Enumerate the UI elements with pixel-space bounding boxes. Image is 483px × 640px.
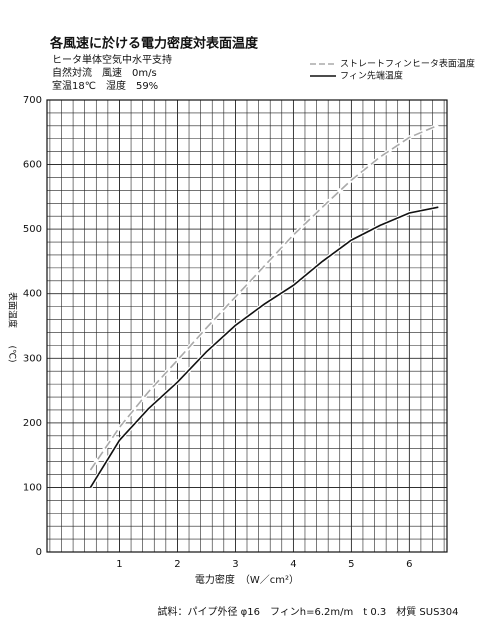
x-tick-label: 5 [348, 559, 354, 570]
note: 室温18℃ 湿度 59% [52, 79, 158, 92]
note: ヒータ単体空気中水平支持 [52, 53, 172, 66]
y-tick-label: 200 [23, 418, 42, 429]
line [89, 124, 439, 471]
y-axis-label: 表面温度 [7, 292, 19, 328]
note: 自然対流 風速 0m/s [52, 66, 157, 79]
x-tick-label: 3 [232, 559, 238, 570]
y-tick-label: 400 [23, 289, 42, 300]
x-tick-label: 2 [174, 559, 180, 570]
y-tick-label: 300 [23, 353, 42, 364]
x-tick-label: 4 [290, 559, 296, 570]
chart-title: 各風速に於ける電力密度対表面温度 [49, 36, 259, 52]
x-tick-label: 6 [406, 559, 412, 570]
plot-frame [46, 99, 448, 553]
x-axis-label: 電力密度 （W／cm²） [195, 573, 299, 586]
legend-label: フィン先端温度 [340, 70, 403, 82]
legend-label: ストレートフィンヒータ表面温度 [340, 58, 475, 70]
y-tick-label: 500 [23, 224, 42, 235]
y-tick-label: 700 [23, 95, 42, 106]
footer: 試料：パイプ外径 φ16 フィンh=6.2m/m t 0.3 材質 SUS304 [157, 605, 458, 618]
y-tick-label: 600 [23, 160, 42, 171]
line [89, 206, 439, 488]
y-tick-label: 100 [23, 482, 42, 493]
y-tick-label: 0 [36, 547, 42, 558]
y-axis-unit: (℃) [7, 345, 17, 362]
x-tick-label: 1 [116, 559, 122, 570]
